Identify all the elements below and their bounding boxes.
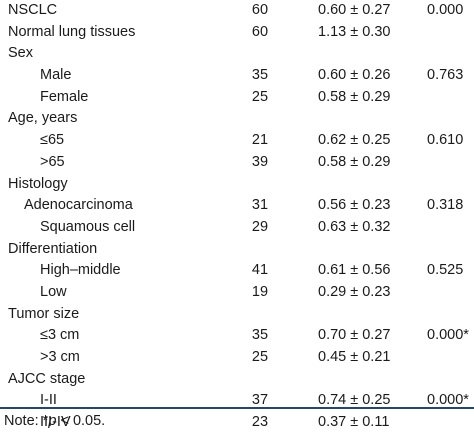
row-value: 0.60 ± 0.27 (318, 2, 391, 18)
row-value: 0.70 ± 0.27 (318, 327, 391, 344)
row-n: 25 (251, 349, 269, 365)
table-row: >65 39 0.58 ± 0.29 (0, 152, 474, 174)
row-value: 0.45 ± 0.21 (318, 349, 391, 365)
row-value: 0.29 ± 0.23 (318, 283, 391, 300)
row-label: AJCC stage (8, 370, 86, 387)
note-prefix: Note: * (4, 413, 49, 429)
row-label: Adenocarcinoma (24, 197, 133, 214)
row-n: 35 (251, 67, 269, 84)
row-label: NSCLC (8, 2, 58, 18)
row-n: 29 (251, 218, 269, 235)
row-p-value: 0.318 (427, 197, 464, 214)
row-n: 23 (251, 414, 269, 431)
row-label: Differentiation (8, 240, 98, 257)
row-label: High–middle (40, 262, 121, 279)
row-label: III-IV (40, 414, 71, 431)
table-note: Note: *p < 0.05. (4, 409, 105, 433)
row-label: >65 (40, 153, 65, 170)
table-row: Male 35 0.60 ± 0.26 0.763 (0, 65, 474, 87)
table-row: III-IV 23 0.37 ± 0.11 (0, 412, 474, 434)
row-p-value: 0.000 (427, 2, 464, 18)
row-label: Squamous cell (40, 218, 136, 235)
row-label: Histology (8, 175, 68, 192)
table-row: NSCLC 60 0.60 ± 0.27 0.000 (0, 0, 474, 22)
row-p-value: 0.525 (427, 262, 464, 279)
table-row: ≤65 21 0.62 ± 0.25 0.610 (0, 130, 474, 152)
row-n: 41 (251, 262, 269, 279)
row-value: 0.56 ± 0.23 (318, 197, 391, 214)
row-n: 21 (251, 132, 269, 149)
row-value: 0.58 ± 0.29 (318, 88, 391, 105)
row-n: 35 (251, 327, 269, 344)
table-row: AJCC stage (0, 369, 474, 391)
row-value: 1.13 ± 0.30 (318, 23, 391, 40)
row-value: 0.60 ± 0.26 (318, 67, 391, 84)
row-value: 0.37 ± 0.11 (318, 414, 390, 431)
table-row: Tumor size (0, 304, 474, 326)
table-row: ≤3 cm 35 0.70 ± 0.27 0.000* (0, 325, 474, 347)
row-p-value: 0.763 (427, 67, 464, 84)
row-p-value: 0.610 (427, 132, 464, 149)
row-n: 37 (251, 392, 269, 409)
note-suffix: < 0.05. (56, 413, 106, 429)
row-n: 25 (251, 88, 269, 105)
row-label: ≤65 (40, 132, 65, 149)
note-p-symbol: p (48, 413, 57, 429)
table-row: Female 25 0.58 ± 0.29 (0, 87, 474, 109)
table-row: >3 cm 25 0.45 ± 0.21 (0, 347, 474, 369)
table-row: Normal lung tissues 60 1.13 ± 0.30 (0, 22, 474, 44)
row-label: ≤3 cm (40, 327, 80, 344)
table-row: High–middle 41 0.61 ± 0.56 0.525 (0, 260, 474, 282)
row-n: 31 (251, 197, 269, 214)
table-row: Sex (0, 43, 474, 65)
row-n: 39 (251, 153, 269, 170)
table-row: Differentiation (0, 239, 474, 261)
row-label: I-II (40, 392, 57, 409)
table-row: Squamous cell 29 0.63 ± 0.32 (0, 217, 474, 239)
table-row: Low 19 0.29 ± 0.23 (0, 282, 474, 304)
row-label: Sex (8, 45, 33, 62)
row-value: 0.63 ± 0.32 (318, 218, 391, 235)
row-label: Female (40, 88, 89, 105)
table-bottom-rule (0, 407, 474, 409)
row-n: 60 (251, 2, 269, 18)
row-value: 0.62 ± 0.25 (318, 132, 391, 149)
row-value: 0.61 ± 0.56 (318, 262, 391, 279)
table-row: I-II 37 0.74 ± 0.25 0.000* (0, 390, 474, 412)
row-label: Male (40, 67, 72, 84)
row-value: 0.58 ± 0.29 (318, 153, 391, 170)
table-row: Adenocarcinoma 31 0.56 ± 0.23 0.318 (0, 195, 474, 217)
table-row: Age, years (0, 108, 474, 130)
row-label: Low (40, 283, 67, 300)
row-label: Tumor size (8, 305, 80, 322)
row-label: Normal lung tissues (8, 23, 136, 40)
row-label: Age, years (8, 110, 78, 127)
row-p-value: 0.000* (427, 392, 469, 409)
row-n: 19 (251, 283, 269, 300)
row-n: 60 (251, 23, 269, 40)
row-value: 0.74 ± 0.25 (318, 392, 391, 409)
row-p-value: 0.000* (427, 327, 469, 344)
row-label: >3 cm (40, 349, 80, 365)
table-row: Histology (0, 174, 474, 196)
